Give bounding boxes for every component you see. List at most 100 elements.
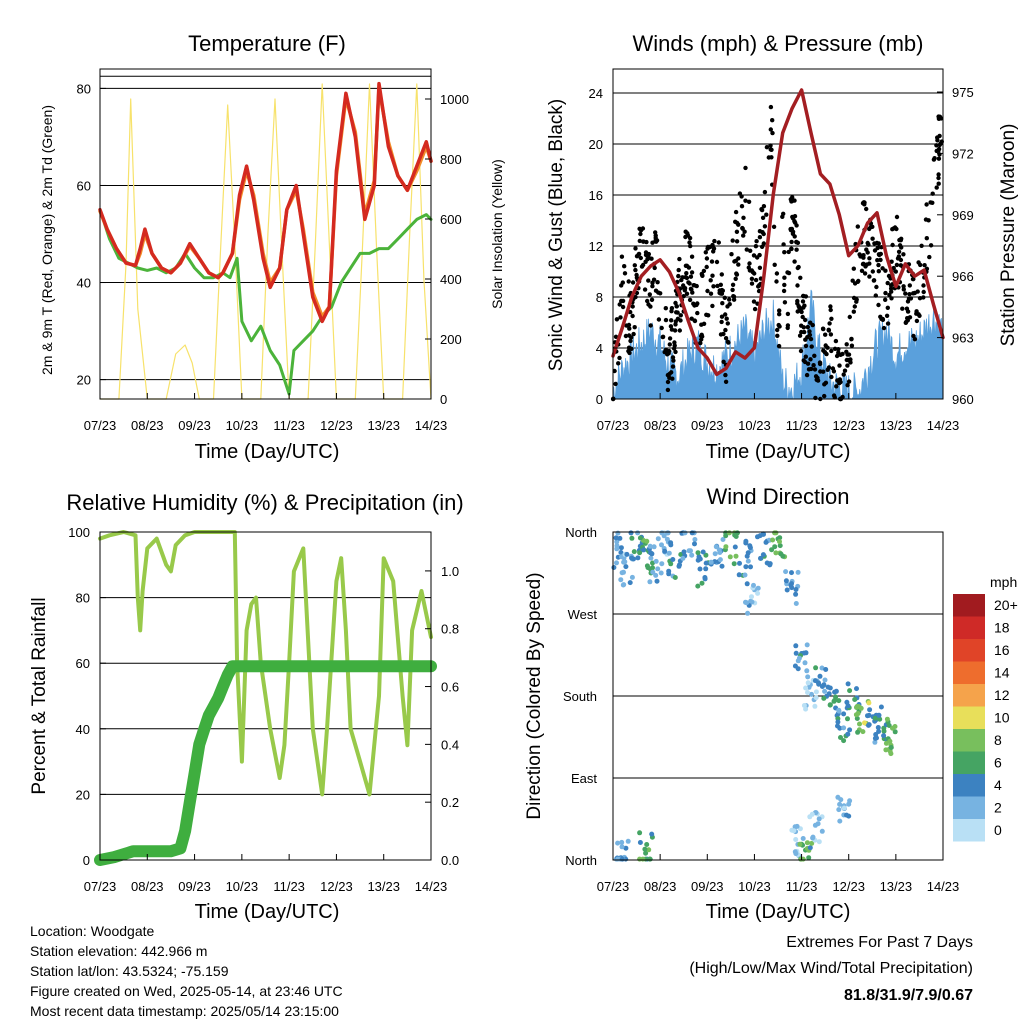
gust-point — [720, 301, 725, 306]
gust-point — [734, 229, 740, 234]
footer-location: Location: Woodgate — [30, 923, 155, 939]
gust-point — [789, 246, 794, 251]
humidity-xtick-label: 07/23 — [84, 879, 117, 894]
direction-ylabel: Direction (Colored By Speed) — [524, 572, 545, 819]
winds-ylabel-right: Station Pressure (Maroon) — [998, 124, 1019, 347]
gust-point — [688, 274, 694, 279]
direction-point — [737, 560, 742, 566]
gust-point — [914, 318, 920, 324]
direction-point — [760, 552, 766, 558]
gust-point — [653, 230, 658, 235]
humidity-line — [98, 530, 433, 797]
footer-elevation: Station elevation: 442.966 m — [30, 943, 208, 959]
gust-point — [668, 324, 674, 329]
gust-point — [739, 194, 744, 199]
legend-swatch — [953, 616, 985, 639]
temperature-xlabel: Time (Day/UTC) — [195, 441, 340, 463]
legend-label: 2 — [994, 800, 1002, 816]
gust-point — [620, 280, 625, 285]
gust-point — [761, 204, 767, 209]
direction-point — [813, 689, 819, 695]
gust-point — [699, 332, 704, 337]
gust-point — [817, 361, 823, 367]
gust-point — [733, 276, 738, 281]
gust-point — [901, 287, 906, 292]
gust-point — [870, 269, 875, 274]
gust-point — [921, 283, 926, 288]
precip-ytick-label: 0.0 — [441, 853, 459, 868]
gust-point — [794, 223, 799, 228]
precip-ytick-label: 1.0 — [441, 564, 459, 579]
gust-point — [893, 269, 898, 274]
gust-point — [808, 336, 814, 342]
gust-point — [770, 118, 775, 123]
humidity-ytick-label: 20 — [76, 787, 90, 802]
gust-point — [761, 241, 766, 246]
direction-ytick-label: North — [565, 853, 597, 868]
winds-xtick-label: 12/23 — [832, 418, 865, 433]
direction-point — [821, 695, 827, 701]
gust-point — [775, 333, 780, 338]
direction-point — [821, 682, 827, 688]
gust-point — [885, 321, 891, 326]
gust-point — [673, 349, 678, 355]
direction-point — [699, 580, 705, 586]
gust-point — [641, 239, 646, 244]
direction-point — [697, 566, 703, 572]
gust-point — [875, 245, 880, 251]
gust-point — [751, 299, 757, 304]
gust-point — [654, 238, 660, 243]
gust-point — [652, 265, 657, 271]
gust-point — [716, 240, 721, 245]
gust-point — [704, 264, 709, 270]
gust-point — [879, 245, 884, 250]
footer-created: Figure created on Wed, 2025-05-14, at 23… — [30, 983, 343, 999]
direction-point — [723, 533, 729, 539]
gust-point — [719, 319, 724, 325]
gust-point — [864, 206, 869, 212]
humidity-ytick-label: 100 — [68, 525, 90, 540]
direction-point — [689, 530, 695, 536]
gust-point — [757, 252, 762, 258]
gust-point — [777, 324, 782, 329]
gust-point — [775, 327, 780, 333]
direction-point — [695, 583, 701, 589]
direction-point — [732, 544, 738, 550]
gust-point — [809, 366, 814, 372]
legend-swatch — [953, 639, 985, 662]
gust-point — [764, 212, 769, 217]
direction-point — [645, 565, 651, 571]
gust-point — [844, 357, 849, 363]
direction-point — [670, 557, 676, 562]
gust-point — [743, 198, 748, 203]
gust-point — [928, 243, 934, 248]
gust-point — [900, 306, 905, 311]
gust-point — [723, 327, 728, 333]
direction-point — [823, 667, 829, 672]
winds-xtick-label: 09/23 — [691, 418, 724, 433]
direction-point — [655, 536, 661, 542]
direction-point — [680, 555, 686, 561]
direction-point — [803, 706, 809, 712]
gust-point — [889, 259, 894, 264]
direction-point — [664, 536, 670, 542]
gust-point — [683, 229, 688, 234]
direction-point — [624, 551, 630, 557]
direction-point — [744, 581, 750, 587]
gust-point — [874, 240, 880, 246]
direction-point — [803, 650, 809, 656]
direction-point — [856, 704, 862, 709]
direction-point — [629, 555, 635, 561]
gust-point — [678, 313, 683, 318]
winds-xtick-label: 08/23 — [644, 418, 677, 433]
direction-point — [622, 559, 628, 565]
gust-point — [617, 355, 622, 361]
gust-point — [883, 268, 888, 273]
gust-point — [616, 361, 621, 366]
gust-point — [776, 343, 782, 349]
gust-point — [691, 301, 696, 306]
direction-point — [681, 549, 687, 555]
gust-point — [656, 317, 662, 322]
gust-point — [928, 200, 933, 205]
